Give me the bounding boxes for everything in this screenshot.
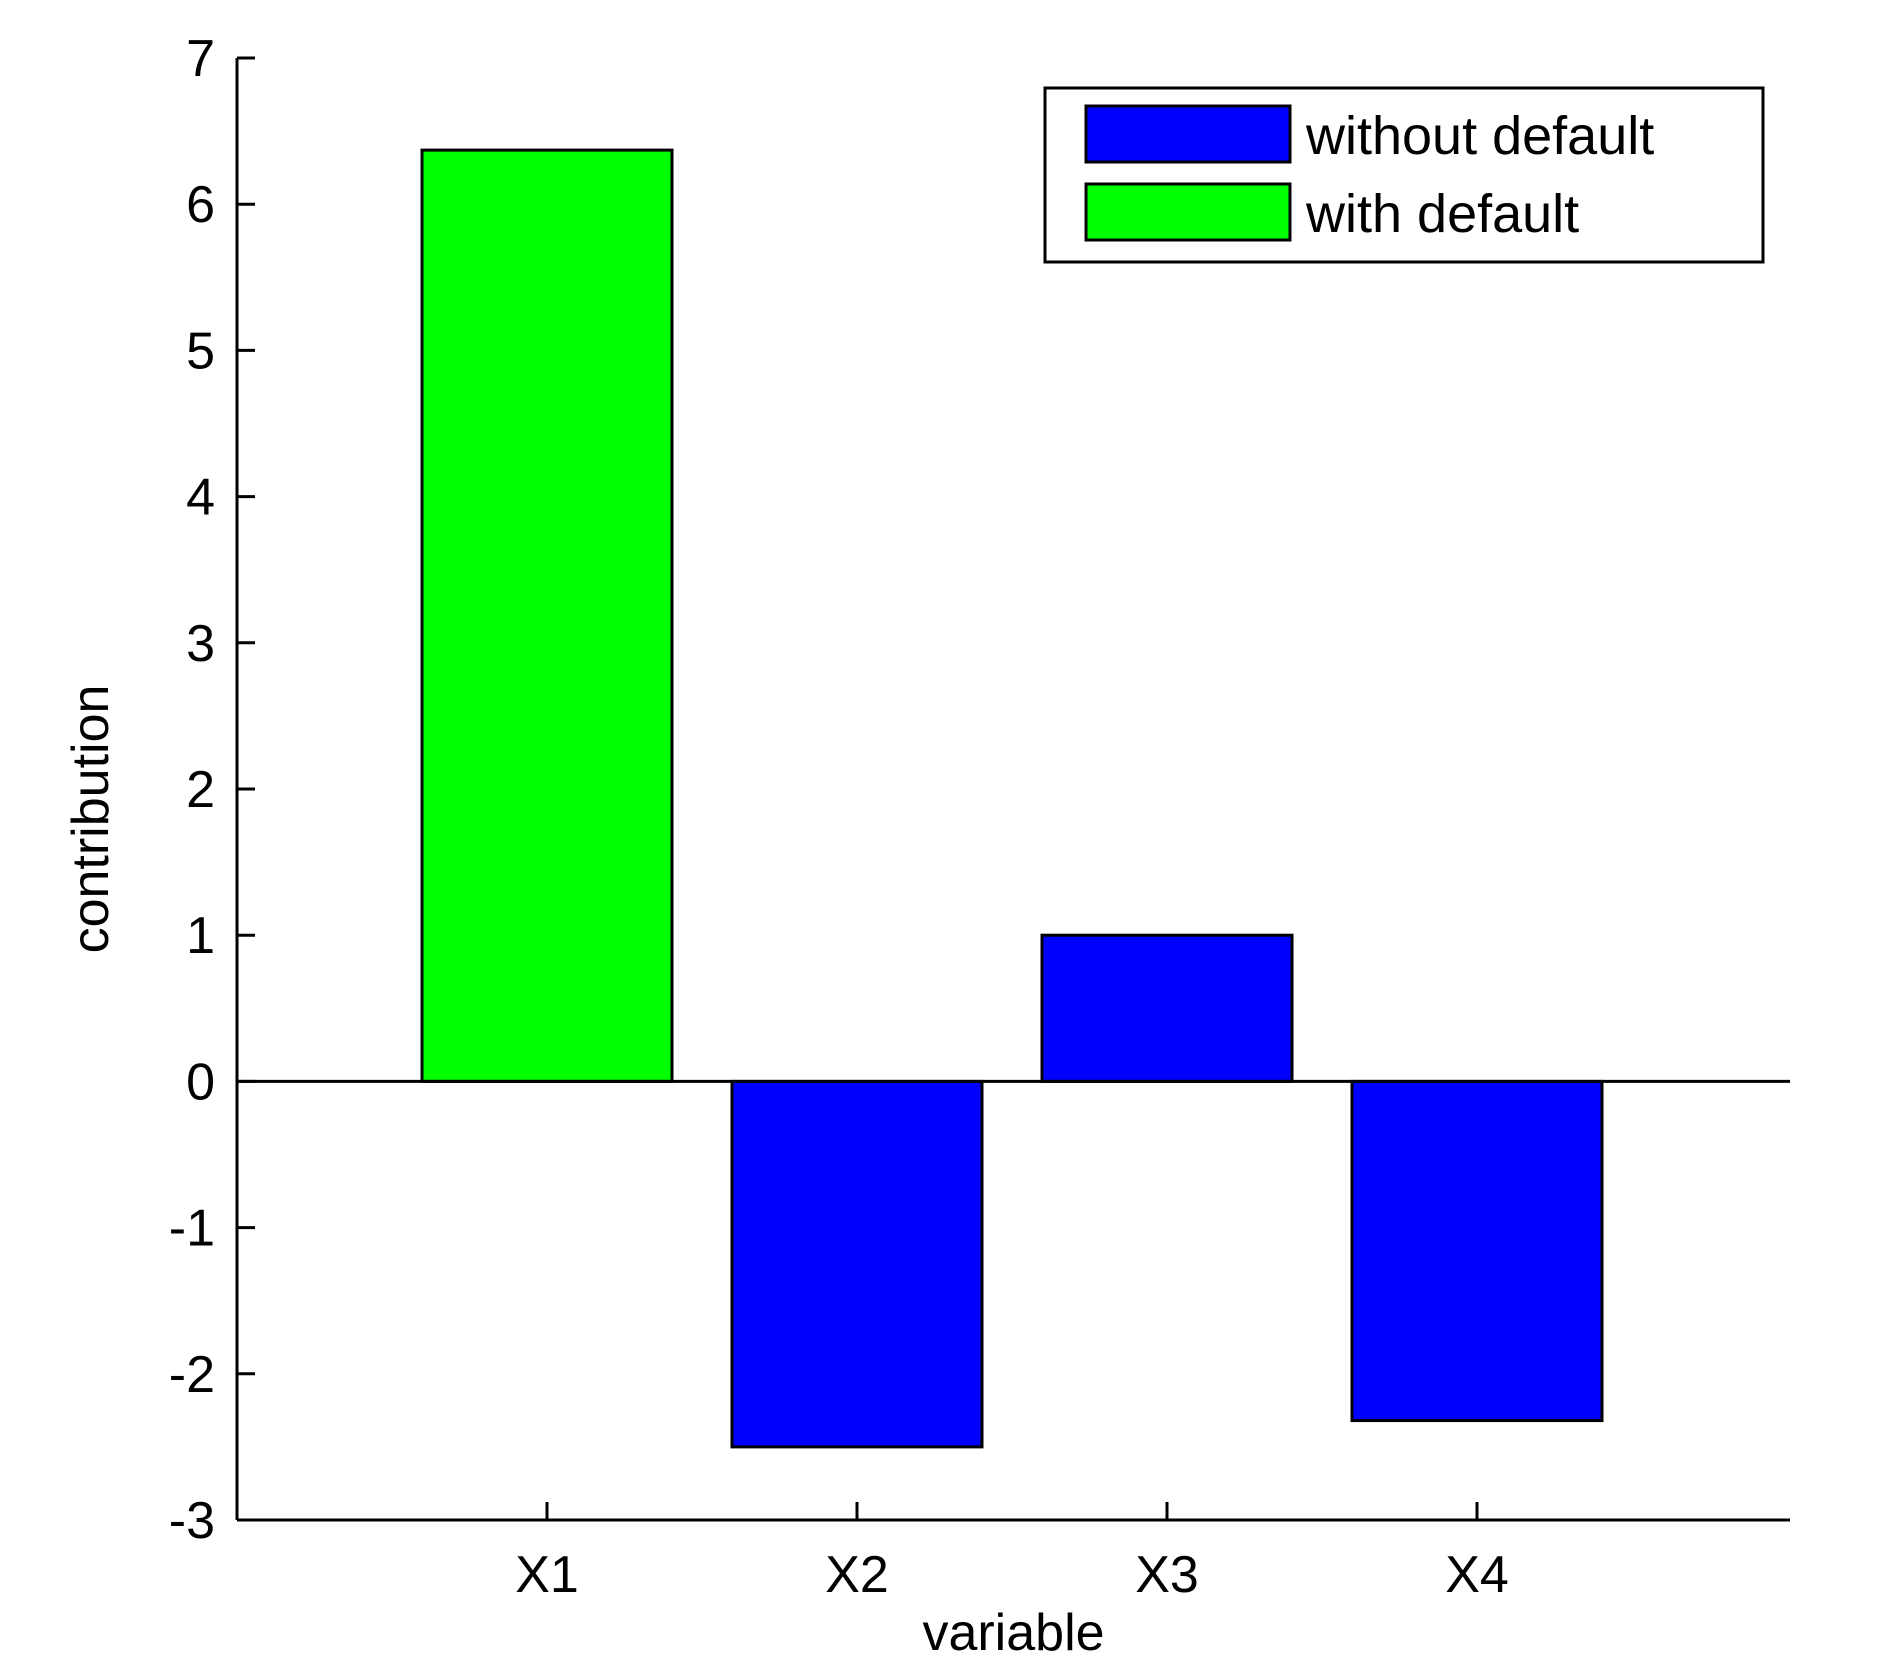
x-axis-title: variable <box>922 1604 1104 1662</box>
y-tick-label: 1 <box>186 907 215 965</box>
legend-label-with-default: with default <box>1305 184 1579 244</box>
bar-x2-without-default <box>730 1079 984 1449</box>
legend: without default with default <box>1043 86 1765 264</box>
y-tick-label: -1 <box>169 1200 215 1258</box>
y-axis-title: contribution <box>62 685 120 954</box>
bar-x3-without-default <box>1040 933 1294 1083</box>
bar-x4-without-default <box>1350 1079 1604 1423</box>
legend-swatch-with-default <box>1084 182 1292 242</box>
y-tick-label: 3 <box>186 615 215 673</box>
x-tick-label: X3 <box>1135 1546 1199 1604</box>
legend-label-without-default: without default <box>1305 106 1654 166</box>
x-tick-label: X4 <box>1445 1546 1509 1604</box>
y-tick-label: 2 <box>186 761 215 819</box>
x-tick-label: X1 <box>515 1546 579 1604</box>
y-tick-label: -2 <box>169 1346 215 1404</box>
y-tick-label: -3 <box>169 1492 215 1550</box>
y-tick-label: 0 <box>186 1053 215 1111</box>
bars-layer <box>420 148 1604 1449</box>
y-axis-ticks: -3 -2 -1 0 1 2 3 4 5 6 7 <box>169 30 255 1550</box>
y-tick-label: 5 <box>186 322 215 380</box>
x-axis-ticks: X1 X2 X3 X4 <box>515 1502 1509 1604</box>
y-tick-label: 6 <box>186 176 215 234</box>
x-tick-label: X2 <box>825 1546 889 1604</box>
legend-swatch-without-default <box>1084 104 1292 164</box>
bar-x1-with-default <box>420 148 674 1083</box>
y-tick-label: 7 <box>186 30 215 88</box>
y-tick-label: 4 <box>186 469 215 527</box>
